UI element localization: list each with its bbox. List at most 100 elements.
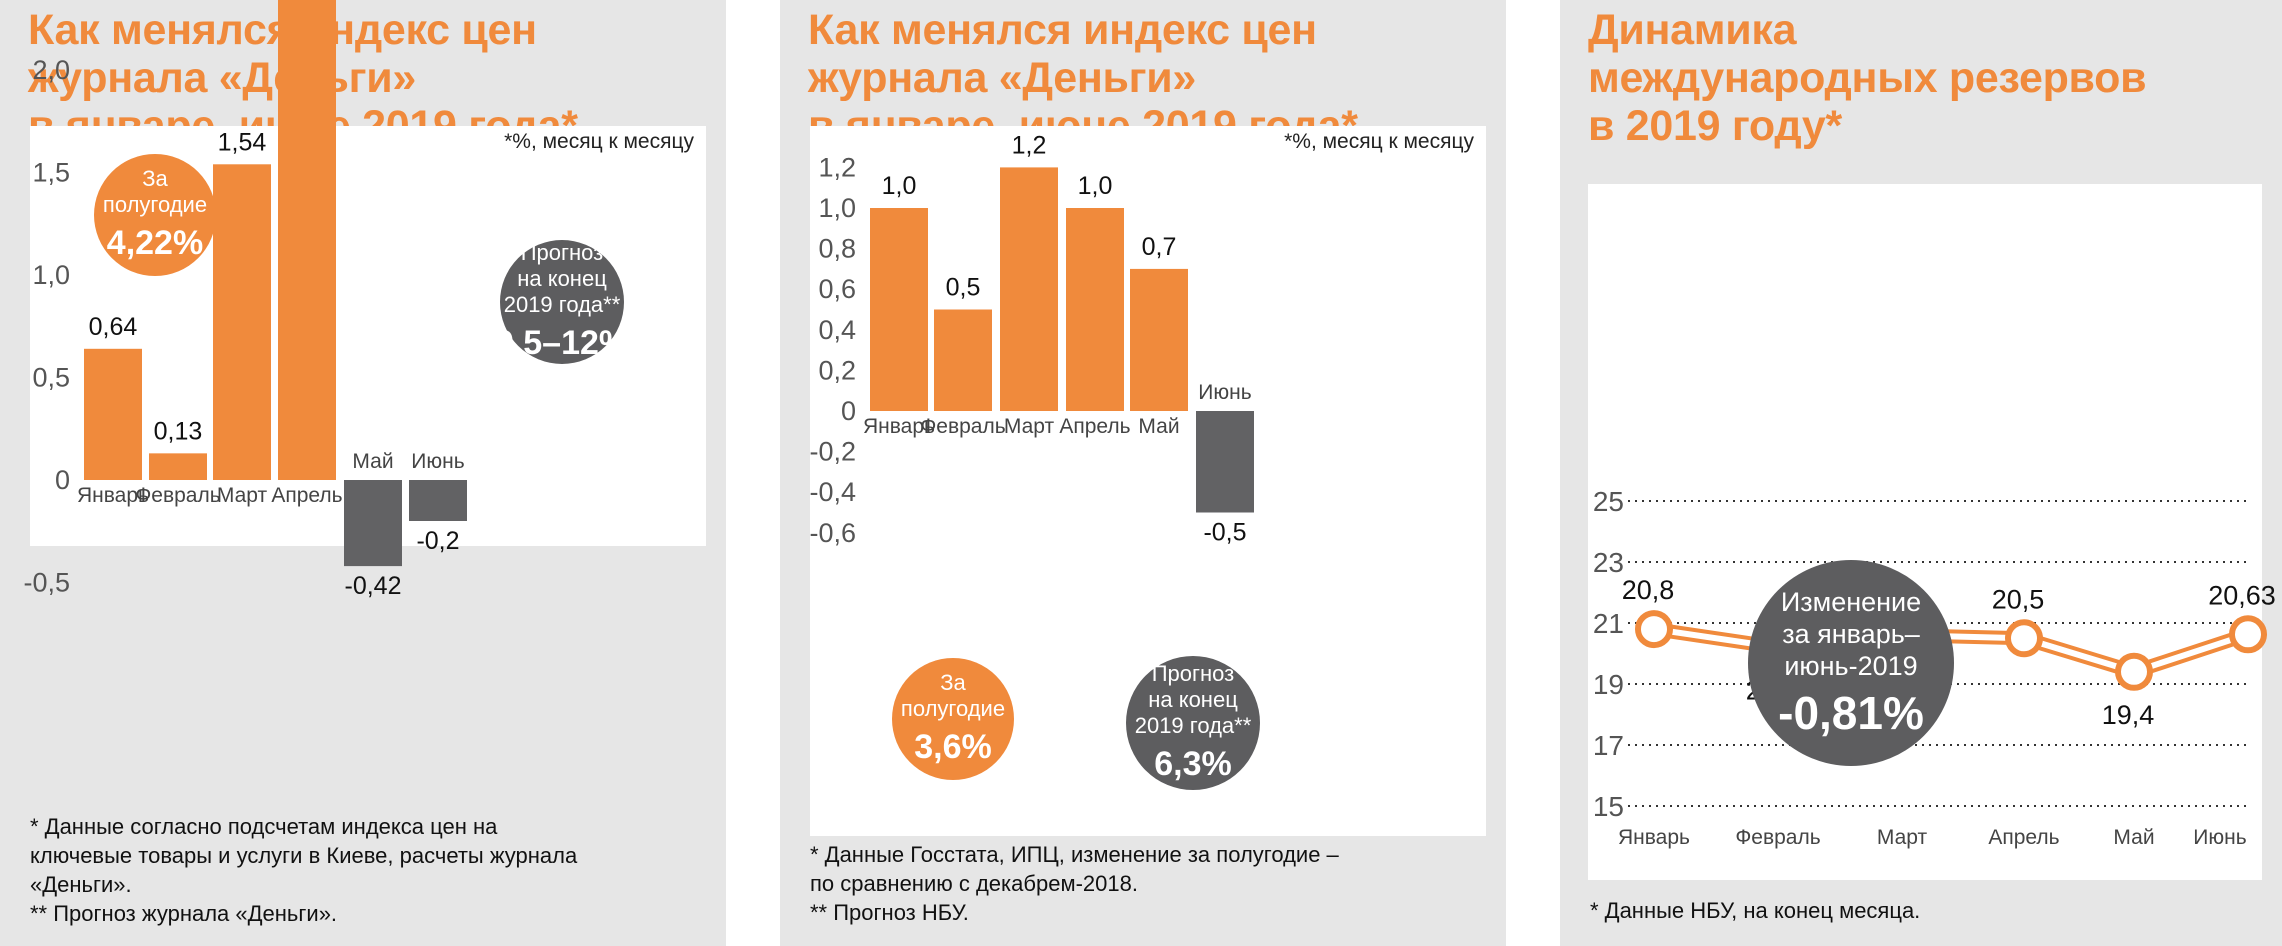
footnote-line: * Данные НБУ, на конец месяца. [1590,898,1921,923]
title-line: международных резервов [1588,54,2147,102]
category-label: Апрель [1059,415,1130,438]
chart-plot-area: 3,02,52,01,51,00,50-0,50,64Январь0,13Фев… [23,0,706,600]
data-label: 0,64 [89,313,138,341]
footnote-line: ключевые товары и услуги в Киеве, расчет… [30,843,578,868]
data-label: -0,2 [416,527,459,555]
panel-price-index-magazine: Как менялся индекс цен журнала «Деньги» … [0,0,726,946]
y-tick-label: 23 [1593,547,1624,578]
bar [1000,167,1058,411]
data-label: 0,5 [946,274,981,302]
x-tick-label: Январь [1618,826,1690,849]
bar [934,309,992,411]
y-tick-label: 0,4 [818,315,856,345]
data-label: 0,13 [154,417,203,445]
title-line: журнала «Деньги» [808,54,1197,102]
y-tick-label: -0,2 [809,437,856,467]
bubble-value: 3,6% [914,728,992,766]
data-point [2229,615,2267,654]
bubble-label-line: Прогноз [1151,661,1235,686]
bubble-label-line: Прогноз [520,240,604,265]
half-year-bubble: За полугодие 4,22% [94,154,216,276]
data-label: 1,0 [882,172,917,200]
data-label: 1,54 [218,128,267,156]
y-tick-label: 0,2 [818,355,856,385]
bar [1066,208,1124,411]
bubble-value: -0,81% [1778,687,1924,739]
footnote-line: * Данные Госстата, ИПЦ, изменение за пол… [810,842,1339,867]
y-tick-label: 25 [1593,486,1624,517]
bubble-value: 6,3% [1154,745,1232,783]
y-tick-label: 15 [1593,791,1624,822]
bubble-label-line: полугодие [900,696,1006,721]
bubble-value: 4,22% [106,224,204,262]
x-tick-label: Июнь [2193,826,2246,849]
data-label: -0,5 [1203,519,1246,547]
chart-plot-area: 1,2 1,0 0,8 0,6 0,4 0,2 0 -0,2 -0,4 -0,6 1,0 Январь… [809,126,1486,836]
forecast-bubble: Прогноз на конец 2019 года** 6,3% [1126,656,1260,790]
bubble-label-line: на конец [1148,687,1238,712]
bubble-label-line: июнь-2019 [1784,651,1918,681]
x-tick-label: Март [1877,826,1928,849]
x-tick-label: Май [2113,826,2154,849]
bar [1130,268,1188,411]
y-tick-label: 0,8 [818,234,856,264]
category-label: Май [1138,415,1179,438]
data-point [2005,619,2043,658]
category-label: Июнь [1198,381,1251,404]
y-tick-label: 21 [1593,608,1624,639]
y-tick-label: -0,6 [809,518,856,548]
category-label: Январь [77,484,149,507]
change-bubble: Изменение за январь– июнь-2019 -0,81% [1748,560,1954,766]
bubble-label-line: Изменение [1780,587,1922,617]
bar [149,453,207,480]
data-label: 20,63 [2208,580,2276,610]
title-line: в 2019 году* [1588,102,1842,150]
bubble-value: 9,5–12% [494,324,630,362]
data-label: 1,2 [1012,131,1047,159]
bubble-label-line: За [940,670,966,695]
category-label: Июнь [411,450,464,473]
category-label: Февраль [135,484,220,507]
x-tick-label: Апрель [1988,826,2059,849]
y-tick-label: 0,5 [32,363,70,393]
bar [344,480,402,567]
y-tick-label: 0 [841,396,856,426]
bar [409,480,467,521]
title-line: Динамика [1588,6,1797,54]
bar-chart-cpi: 1,2 1,0 0,8 0,6 0,4 0,2 0 -0,2 -0,4 -0,6 1,0 Январь… [809,131,1254,548]
bar [84,348,142,480]
y-tick-label: 17 [1593,730,1624,761]
forecast-bubble: Прогноз на конец 2019 года** 9,5–12% [495,240,629,364]
data-label: -0,42 [345,572,402,600]
category-label: Апрель [271,484,342,507]
units-note: *%, месяц к месяцу [1284,130,1474,153]
chart-plot-area: 25232119171520,8Январь20,2Февраль20,6Мар… [1588,184,2276,880]
bar [278,0,336,481]
y-tick-label: 19 [1593,669,1624,700]
bubble-label-line: 2019 года** [1134,713,1252,738]
bubble-label-line: полугодие [102,192,208,217]
bar-chart-price-index: 3,02,52,01,51,00,50-0,50,64Январь0,13Фев… [23,0,467,600]
panel-cpi-gosstat: Как менялся индекс цен журнала «Деньги» … [780,0,1506,946]
x-tick-label: Февраль [1735,826,1820,849]
y-tick-label: 0 [55,465,70,495]
footnote-line: ** Прогноз НБУ. [810,900,969,925]
bar [1196,411,1254,513]
units-note: *%, месяц к месяцу [504,130,694,153]
category-label: Февраль [920,415,1005,438]
bubble-label-line: За [142,166,168,191]
bar [870,208,928,411]
y-tick-label: 2,0 [32,55,70,85]
bar [213,164,271,481]
y-tick-label: 1,2 [818,152,856,182]
y-tick-label: -0,4 [809,477,856,507]
half-year-bubble: За полугодие 3,6% [892,658,1014,780]
footnote-line: ** Прогноз журнала «Деньги». [30,901,338,926]
data-label: 19,4 [2102,700,2155,730]
category-label: Март [1004,415,1055,438]
footnote-line: «Деньги». [30,872,132,897]
y-tick-label: 1,0 [818,193,856,223]
panel-international-reserves: Динамика международных резервов в 2019 г… [1560,0,2282,946]
data-label: 1,0 [1078,172,1113,200]
data-label: 0,7 [1142,233,1177,261]
